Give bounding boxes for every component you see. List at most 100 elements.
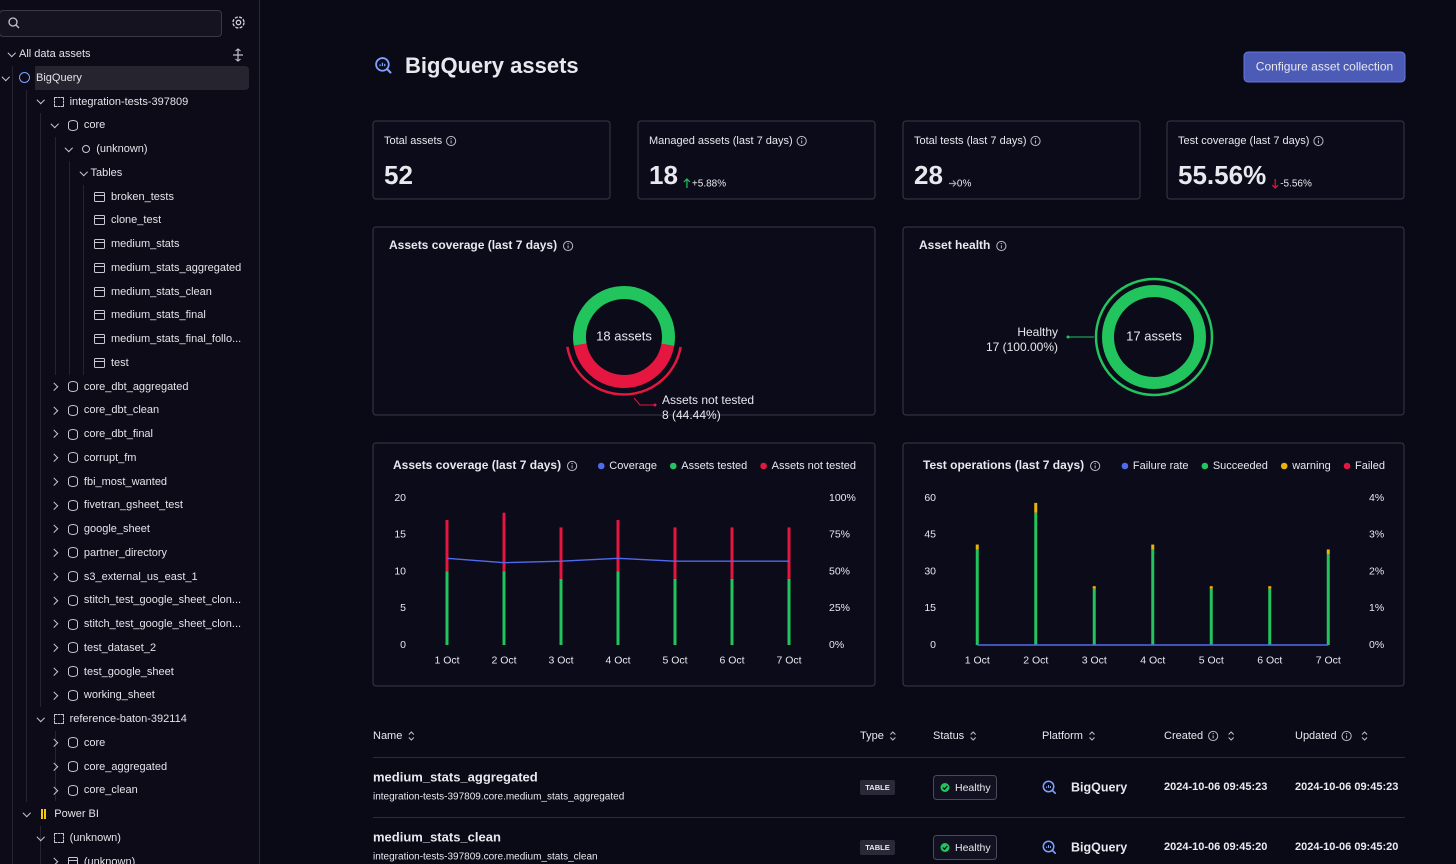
tree-item[interactable]: google_sheet xyxy=(0,517,259,541)
asset-name: medium_stats_clean xyxy=(373,829,501,844)
search-box[interactable] xyxy=(0,10,222,37)
bar-segment xyxy=(1151,549,1155,645)
info-icon xyxy=(1208,730,1219,742)
tree-item[interactable]: integration-tests-397809 xyxy=(0,90,259,114)
asset-path: integration-tests-397809.core.medium_sta… xyxy=(373,792,624,803)
tree-item[interactable]: medium_stats_aggregated xyxy=(0,256,259,280)
bar-segment xyxy=(1326,549,1330,555)
expand-all-button[interactable] xyxy=(232,48,244,62)
asset-name: medium_stats_aggregated xyxy=(373,769,538,784)
tree-item[interactable]: All data assets xyxy=(0,42,259,66)
x-tick-label: 2 Oct xyxy=(491,654,516,666)
legend-swatch xyxy=(669,462,677,470)
y2-tick-label: 3% xyxy=(1369,529,1384,541)
segment-label: Healthy xyxy=(1017,325,1058,339)
y2-tick-label: 25% xyxy=(829,602,850,614)
tree-item[interactable]: core_dbt_clean xyxy=(0,398,259,422)
info-dot xyxy=(1317,137,1320,140)
trend-arrow-flat xyxy=(948,180,957,187)
legend-swatch xyxy=(1343,462,1351,470)
tree-item[interactable]: test_dataset_2 xyxy=(0,636,259,660)
tree-item[interactable]: stitch_test_google_sheet_clon... xyxy=(0,612,259,636)
kpi-value: 18 xyxy=(649,160,678,190)
y2-tick-label: 75% xyxy=(829,529,850,541)
x-tick-label: 4 Oct xyxy=(605,654,630,666)
tree-item[interactable]: fbi_most_wanted xyxy=(0,470,259,494)
tree-guide xyxy=(83,185,84,375)
legend-swatch xyxy=(597,462,605,470)
info-dot xyxy=(1000,242,1003,245)
info-icon xyxy=(445,135,457,147)
tree-item[interactable]: (unknown) xyxy=(0,850,259,864)
x-tick-label: 1 Oct xyxy=(434,654,459,666)
tree-guide xyxy=(40,113,41,707)
card xyxy=(372,442,876,687)
platform-label: BigQuery xyxy=(1071,840,1127,854)
button-label: Configure asset collection xyxy=(1256,60,1393,74)
bar-segment xyxy=(1092,588,1096,645)
tree-item[interactable]: fivetran_gsheet_test xyxy=(0,493,259,517)
legend-swatch xyxy=(1201,462,1209,470)
tree-item[interactable]: core xyxy=(0,731,259,755)
tree-item[interactable]: clone_test xyxy=(0,208,259,232)
tree-item[interactable]: stitch_test_google_sheet_clon... xyxy=(0,588,259,612)
y-tick-label: 15 xyxy=(924,602,936,614)
settings-button[interactable] xyxy=(230,14,247,31)
bq-handle xyxy=(1051,789,1057,795)
status-check xyxy=(942,845,948,851)
tree-item[interactable]: working_sheet xyxy=(0,683,259,707)
tree-item[interactable]: s3_external_us_east_1 xyxy=(0,565,259,589)
chart-title: Asset health xyxy=(919,238,990,252)
tree-item[interactable]: BigQuery xyxy=(0,65,249,90)
tree-guide xyxy=(12,66,13,864)
card xyxy=(902,226,1405,416)
tree-item[interactable]: test xyxy=(0,351,259,375)
tree-item[interactable]: medium_stats xyxy=(0,232,259,256)
y2-tick-label: 100% xyxy=(829,492,856,504)
tree-item[interactable]: core_dbt_final xyxy=(0,422,259,446)
info-icon xyxy=(1030,135,1041,147)
tree-item[interactable]: medium_stats_final xyxy=(0,303,259,327)
y-tick-label: 20 xyxy=(394,492,406,504)
x-tick-label: 6 Oct xyxy=(1257,654,1282,666)
tree-item[interactable]: Tables xyxy=(0,161,259,185)
tree-item[interactable]: core_aggregated xyxy=(0,755,259,779)
tree-item[interactable]: core_dbt_aggregated xyxy=(0,375,259,399)
tree-item[interactable]: medium_stats_clean xyxy=(0,280,259,304)
chart-title: Test operations (last 7 days) xyxy=(923,458,1084,472)
x-tick-label: 5 Oct xyxy=(1199,654,1224,666)
kpi-value: 52 xyxy=(384,160,413,190)
column-header: Name xyxy=(373,730,402,742)
tree-item[interactable]: broken_tests xyxy=(0,185,259,209)
legend-label: Assets not tested xyxy=(772,460,856,472)
tree-item[interactable]: partner_directory xyxy=(0,541,259,565)
info-icon xyxy=(566,460,578,472)
tree-item[interactable]: core_clean xyxy=(0,778,259,802)
info-dot xyxy=(1345,732,1348,735)
info-dot xyxy=(801,137,803,140)
tree-item[interactable]: test_google_sheet xyxy=(0,660,259,684)
bar-segment xyxy=(1326,554,1330,645)
tree-item[interactable]: Power BI xyxy=(0,802,259,826)
tree-item[interactable]: medium_stats_final_follo... xyxy=(0,327,259,351)
tree-item[interactable]: corrupt_fm xyxy=(0,446,259,470)
created-date: 2024-10-06 09:45:20 xyxy=(1164,841,1267,853)
tree-item[interactable]: core xyxy=(0,113,259,137)
info-ring xyxy=(1030,135,1041,147)
chart-title: Assets coverage (last 7 days) xyxy=(389,238,557,252)
x-tick-label: 1 Oct xyxy=(965,654,990,666)
y-tick-label: 5 xyxy=(400,602,406,614)
segment-value-label: 17 (100.00%) xyxy=(986,340,1058,354)
bar-segment xyxy=(673,527,677,579)
configure-button[interactable] xyxy=(1243,51,1406,83)
tree-item[interactable]: (unknown) xyxy=(0,137,259,161)
tree-item[interactable]: reference-baton-392114 xyxy=(0,707,259,731)
bq-lens xyxy=(375,57,390,72)
trend-arrow-down xyxy=(1271,179,1279,189)
y2-tick-label: 0% xyxy=(1369,639,1384,651)
kpi-label: Total assets xyxy=(384,135,443,147)
legend-label: Assets tested xyxy=(681,460,747,472)
tree-item[interactable]: (unknown) xyxy=(0,826,259,850)
tree-guide xyxy=(55,137,56,375)
